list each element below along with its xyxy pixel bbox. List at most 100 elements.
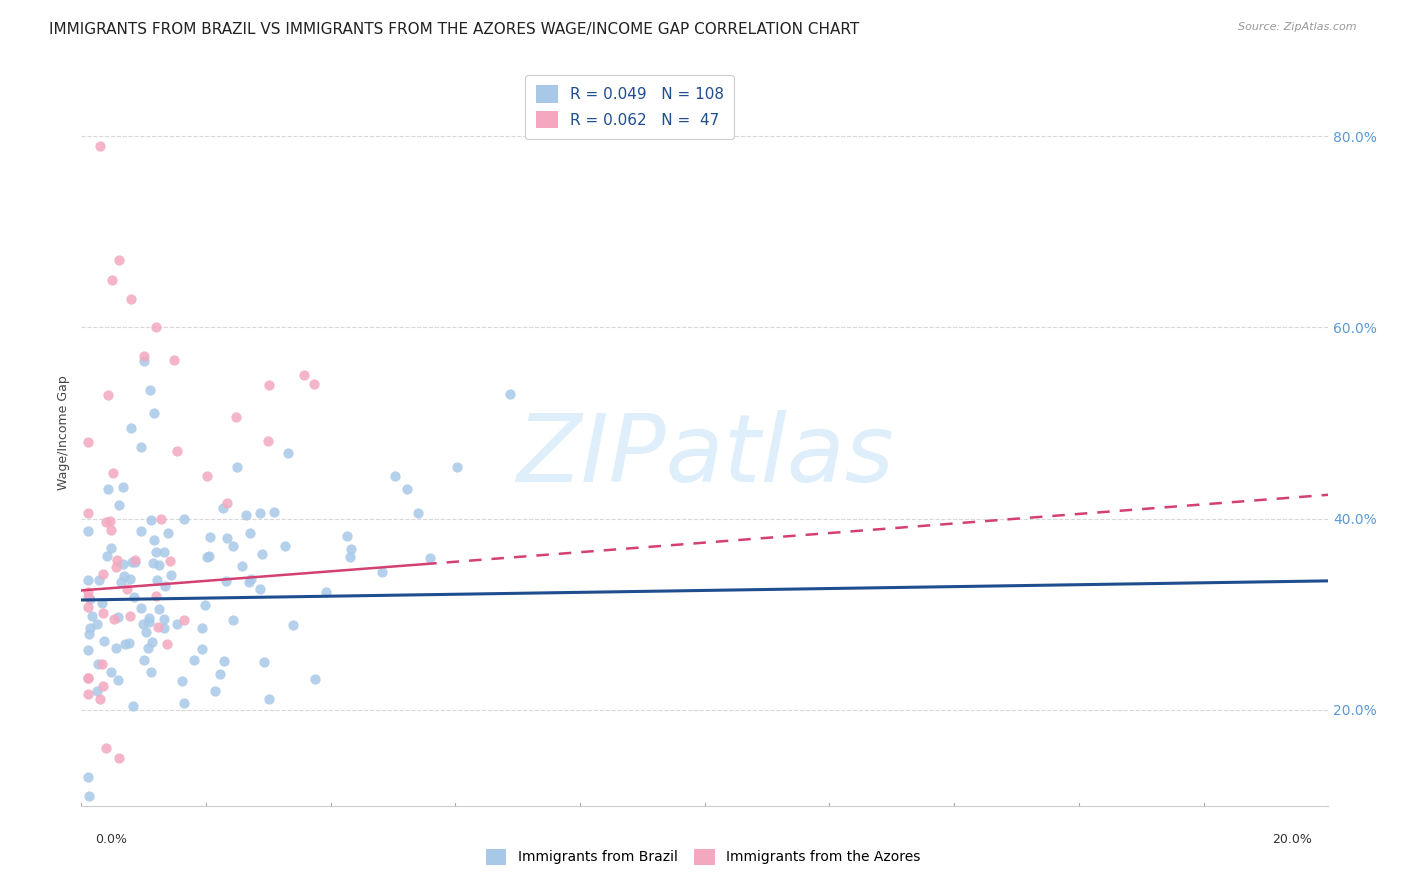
Point [76, 585, 98, 599]
Point [138, 611, 160, 625]
Point [124, 554, 146, 568]
Text: IMMIGRANTS FROM BRAZIL VS IMMIGRANTS FROM THE AZORES WAGE/INCOME GAP CORRELATION: IMMIGRANTS FROM BRAZIL VS IMMIGRANTS FRO… [49, 22, 859, 37]
Point [132, 616, 155, 631]
Point [110, 574, 132, 589]
Point [76, 591, 98, 605]
Point [406, 506, 429, 520]
Point [173, 696, 195, 710]
Point [131, 524, 153, 539]
Point [112, 569, 135, 583]
Point [135, 624, 157, 639]
Point [240, 572, 263, 586]
Point [87, 657, 110, 671]
Point [108, 499, 131, 513]
Point [153, 621, 176, 635]
Point [76, 687, 98, 701]
Point [222, 539, 245, 553]
Point [122, 698, 145, 713]
Point [336, 529, 359, 543]
Point [166, 444, 188, 458]
Point [111, 557, 134, 571]
Point [166, 616, 188, 631]
Point [91, 607, 114, 621]
Point [277, 445, 299, 459]
Point [214, 574, 236, 589]
Point [96, 549, 118, 564]
Point [173, 511, 195, 525]
Point [120, 573, 142, 587]
Point [198, 530, 221, 544]
Point [139, 383, 162, 397]
Point [148, 602, 170, 616]
Point [446, 460, 468, 475]
Point [76, 599, 98, 614]
Point [79, 789, 101, 803]
Point [129, 440, 152, 454]
Point [91, 657, 114, 672]
Point [107, 253, 129, 268]
Point [238, 575, 260, 590]
Point [132, 653, 155, 667]
Point [257, 377, 280, 392]
Point [124, 553, 146, 567]
Point [79, 621, 101, 635]
Point [198, 549, 221, 563]
Point [100, 523, 122, 537]
Point [150, 511, 173, 525]
Point [76, 671, 98, 685]
Point [145, 320, 167, 334]
Point [259, 691, 281, 706]
Point [131, 600, 153, 615]
Legend: Immigrants from Brazil, Immigrants from the Azores: Immigrants from Brazil, Immigrants from … [478, 842, 928, 871]
Point [122, 590, 145, 604]
Point [159, 568, 181, 582]
Point [395, 482, 418, 496]
Point [136, 641, 159, 656]
Point [170, 674, 193, 689]
Point [190, 641, 212, 656]
Point [86, 617, 108, 632]
Point [101, 272, 124, 286]
Point [173, 614, 195, 628]
Point [142, 557, 165, 571]
Point [249, 506, 271, 520]
Point [107, 751, 129, 765]
Point [148, 558, 170, 572]
Point [183, 653, 205, 667]
Point [82, 608, 104, 623]
Point [107, 673, 129, 687]
Point [195, 469, 218, 483]
Point [212, 654, 235, 668]
Point [304, 673, 326, 687]
Point [146, 574, 169, 588]
Text: 0.0%: 0.0% [96, 833, 128, 846]
Point [153, 579, 176, 593]
Point [111, 480, 134, 494]
Point [76, 435, 98, 450]
Point [97, 388, 120, 402]
Point [340, 541, 363, 556]
Point [141, 634, 163, 648]
Point [89, 574, 111, 588]
Point [76, 643, 98, 657]
Legend: R = 0.049   N = 108, R = 0.062   N =  47: R = 0.049 N = 108, R = 0.062 N = 47 [526, 75, 734, 139]
Point [235, 508, 257, 522]
Point [163, 352, 186, 367]
Point [217, 531, 239, 545]
Point [263, 505, 285, 519]
Point [76, 770, 98, 784]
Point [208, 667, 231, 681]
Point [115, 582, 138, 597]
Point [98, 514, 121, 528]
Point [281, 618, 304, 632]
Point [139, 665, 162, 679]
Point [215, 496, 238, 510]
Text: 20.0%: 20.0% [1272, 833, 1312, 846]
Point [419, 551, 441, 566]
Point [121, 555, 143, 569]
Point [204, 684, 226, 698]
Point [225, 409, 247, 424]
Point [159, 554, 181, 568]
Point [253, 655, 276, 669]
Point [222, 613, 245, 627]
